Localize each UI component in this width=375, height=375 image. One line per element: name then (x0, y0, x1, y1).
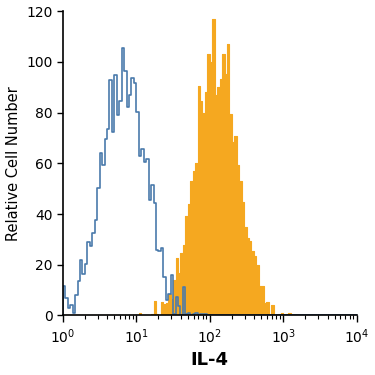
X-axis label: IL-4: IL-4 (191, 351, 229, 369)
Y-axis label: Relative Cell Number: Relative Cell Number (6, 86, 21, 241)
